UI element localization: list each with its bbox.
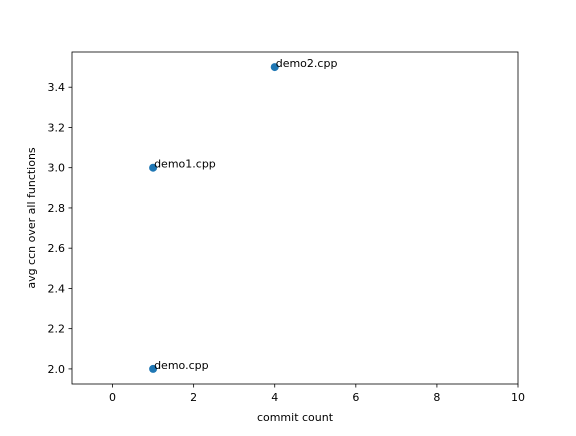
data-points [149,63,279,373]
y-tick-label: 3.0 [48,162,66,175]
x-tick-label: 2 [190,391,197,404]
x-axis-ticks: 0 2 4 6 8 10 [109,384,525,404]
y-tick-label: 2.8 [48,202,66,215]
y-axis-ticks: 2.0 2.2 2.4 2.6 2.8 3.0 3.2 3.4 [48,81,72,376]
data-point-label: demo.cpp [154,359,209,372]
data-point-label: demo2.cpp [276,57,338,70]
y-tick-label: 3.2 [48,121,66,134]
x-axis-label: commit count [257,411,334,424]
plot-area [71,51,519,385]
plot-frame [71,51,519,385]
y-tick-label: 2.6 [48,242,66,255]
x-tick-label: 6 [352,391,359,404]
x-tick-label: 8 [433,391,440,404]
x-tick-label: 4 [271,391,278,404]
y-tick-label: 2.0 [48,363,66,376]
data-point-labels: demo.cpp demo1.cpp demo2.cpp [154,57,337,372]
x-tick-label: 0 [109,391,116,404]
y-tick-label: 2.2 [48,323,66,336]
data-point [270,63,279,72]
data-point-label: demo1.cpp [154,158,216,171]
y-tick-label: 2.4 [48,282,66,295]
x-tick-label: 10 [511,391,525,404]
data-point [149,364,158,373]
y-tick-label: 3.4 [48,81,66,94]
y-axis-label: avg ccn over all functions [25,147,38,289]
data-point [149,163,158,172]
